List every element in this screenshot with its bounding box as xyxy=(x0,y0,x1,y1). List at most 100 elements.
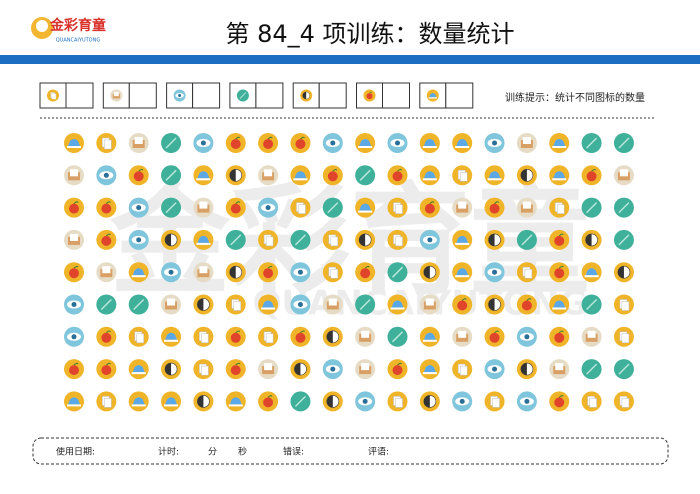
icon-hat xyxy=(456,139,469,146)
icon xyxy=(484,197,505,218)
icon xyxy=(516,294,537,315)
icon-pencil xyxy=(586,363,598,375)
icon xyxy=(225,391,246,412)
icon xyxy=(258,359,279,380)
icon-half xyxy=(488,233,495,246)
icon xyxy=(128,197,149,218)
footer-date: 使用日期: xyxy=(56,446,95,458)
icon-leaf xyxy=(73,265,79,269)
icon xyxy=(419,229,440,250)
icon-env xyxy=(587,330,596,338)
icon-apple xyxy=(489,203,500,214)
icon xyxy=(161,359,182,380)
icon-apple xyxy=(101,235,112,246)
icon xyxy=(387,262,408,283)
icon-env xyxy=(555,363,564,371)
icon xyxy=(516,197,537,218)
icon xyxy=(355,294,376,315)
icon-doc xyxy=(589,398,597,408)
icon-grid xyxy=(64,133,634,412)
icon xyxy=(549,197,570,218)
icon xyxy=(258,133,279,153)
icon xyxy=(549,294,570,315)
icon-doc xyxy=(265,333,274,344)
icon xyxy=(613,262,634,283)
logo-face xyxy=(36,20,48,32)
icon xyxy=(96,229,117,250)
icon-doc xyxy=(395,204,403,214)
icon-leaf xyxy=(397,362,402,366)
icon xyxy=(613,294,634,315)
icon xyxy=(355,262,376,283)
icon xyxy=(225,326,246,347)
icon xyxy=(387,359,408,380)
icon xyxy=(258,229,279,250)
icon xyxy=(96,165,117,186)
icon xyxy=(64,197,84,218)
icon-doc xyxy=(621,333,630,344)
icon xyxy=(96,197,117,218)
icon-env xyxy=(199,201,208,209)
icon xyxy=(419,294,440,315)
icon-half xyxy=(326,395,333,408)
icon xyxy=(484,229,505,250)
icon-pupil xyxy=(297,269,303,275)
icon xyxy=(64,326,84,347)
icon-doc xyxy=(104,139,112,150)
icon xyxy=(581,197,602,218)
icon-pupil xyxy=(200,140,206,146)
icon xyxy=(290,294,311,315)
icon-doc xyxy=(330,236,339,247)
icon xyxy=(419,165,440,186)
title: 第 84_4 项训练：数量统计 xyxy=(225,20,514,48)
logo-text: 金彩育童 xyxy=(49,17,106,34)
icon-half xyxy=(229,169,236,182)
icon-hat xyxy=(262,300,275,308)
icon-hat xyxy=(423,365,436,373)
icon xyxy=(484,165,505,186)
icon-hat xyxy=(359,139,372,146)
footer-timer: 计时: xyxy=(158,446,179,458)
icon xyxy=(387,229,408,250)
icon xyxy=(64,133,84,153)
icon-hat xyxy=(553,171,566,179)
icon-hat xyxy=(165,397,178,405)
icon xyxy=(613,197,634,218)
icon-leaf xyxy=(364,265,370,269)
icon-hat xyxy=(165,332,178,340)
icon-apple xyxy=(101,365,112,376)
icon xyxy=(516,359,537,380)
icon-hat xyxy=(429,93,437,98)
icon-leaf xyxy=(591,169,597,172)
icon-hat-band xyxy=(164,339,179,342)
icon-hat-band xyxy=(422,146,437,148)
icon-pupil xyxy=(524,398,530,404)
icon xyxy=(225,359,246,380)
icon xyxy=(452,294,473,315)
legend-icon-box xyxy=(356,82,383,109)
icon-hat-band xyxy=(552,307,567,310)
icon-hat-band xyxy=(552,178,567,181)
icon xyxy=(355,229,376,250)
icon-apple xyxy=(69,203,79,214)
icon xyxy=(258,262,279,283)
icon xyxy=(387,326,408,347)
icon-pupil xyxy=(297,302,303,307)
icon-hat-band xyxy=(455,146,470,148)
icon xyxy=(258,326,279,347)
icon-half xyxy=(359,233,366,246)
icon-leaf xyxy=(558,330,564,334)
icon xyxy=(581,229,602,250)
icon-hat-band xyxy=(455,242,470,245)
icon xyxy=(128,133,149,153)
icon-leaf xyxy=(526,298,532,301)
icon-env xyxy=(522,137,531,144)
icon-pencil xyxy=(618,202,630,214)
icon-doc xyxy=(492,398,500,408)
icon-hat-band xyxy=(422,372,437,375)
icon xyxy=(96,133,117,153)
logo-sub: QUANCAIYUTONG xyxy=(56,38,101,44)
icon xyxy=(290,229,311,250)
icon xyxy=(161,391,182,412)
icon xyxy=(193,165,214,186)
